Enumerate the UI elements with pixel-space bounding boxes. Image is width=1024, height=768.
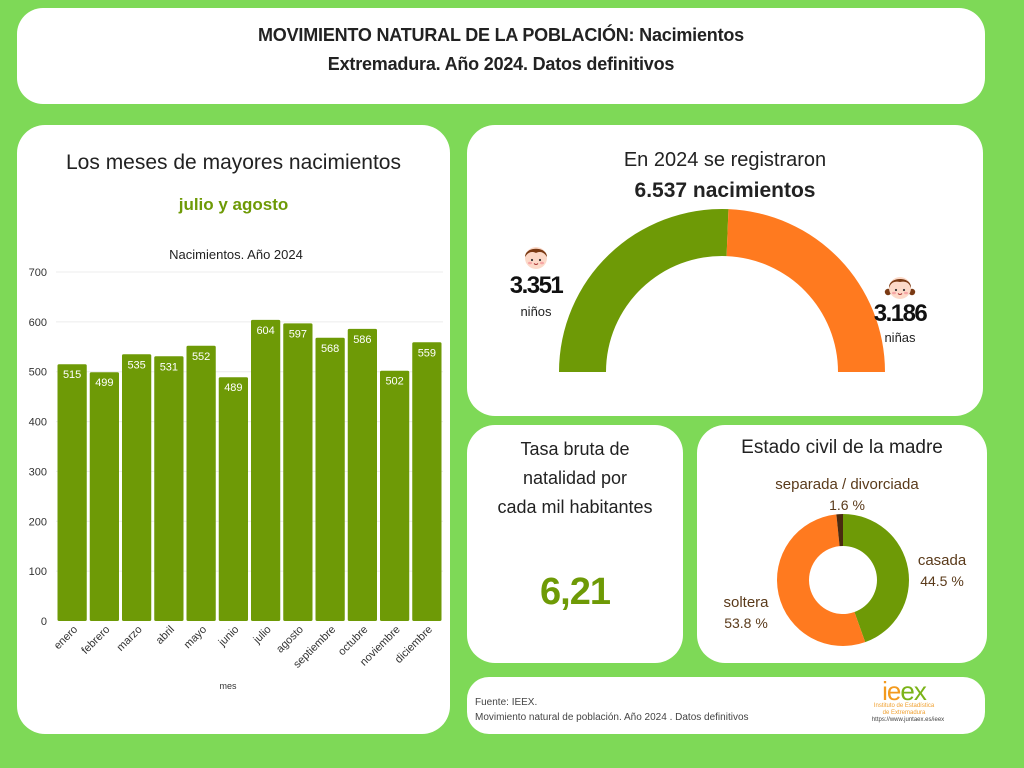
gauge-panel-total: 6.537 nacimientos (634, 179, 816, 202)
boys-label: niños (520, 304, 552, 319)
ieex-url-link[interactable]: https://www.juntaex.es/ieex (871, 717, 945, 723)
girls-count: 3.186 (873, 300, 928, 327)
page-subtitle: Extremadura. Año 2024. Datos definitivos (327, 54, 675, 74)
bar-panel-highlight: julio y agosto (178, 195, 289, 214)
page-title: MOVIMIENTO NATURAL DE LA POBLACIÓN: Naci… (258, 25, 744, 45)
label-soltera-name: soltera (723, 594, 769, 611)
label-soltera: soltera 53.8 % (711, 593, 781, 633)
boy-face-icon (525, 247, 547, 269)
monthly-births-card: Los meses de mayores nacimientos julio y… (17, 125, 450, 734)
label-separada-pct: 1.6 % (829, 497, 865, 513)
ieex-logo[interactable]: ieex Instituto de Estadística de Extrema… (869, 676, 944, 723)
birth-rate-label-line: cada mil habitantes (497, 497, 653, 517)
gauge-panel-intro: En 2024 se registraron (623, 149, 827, 171)
header-card: MOVIMIENTO NATURAL DE LA POBLACIÓN: Naci… (17, 8, 985, 104)
birth-rate-value: 6,21 (540, 571, 611, 613)
label-separada: separada / divorciada 1.6 % (747, 475, 947, 515)
birth-rate-card: Tasa bruta de natalidad por cada mil hab… (467, 425, 683, 663)
label-casada-pct: 44.5 % (920, 573, 964, 589)
ieex-logo-subtitle-1: Instituto de Estadística (873, 703, 935, 709)
label-soltera-pct: 53.8 % (724, 615, 768, 631)
ieex-logo-wordmark: ieex (882, 676, 927, 706)
birth-rate-label-line: natalidad por (522, 468, 628, 488)
footer-description: Movimiento natural de población. Año 202… (475, 712, 749, 723)
girl-face-icon (884, 277, 916, 299)
mother-civil-status-card: Estado civil de la madre separada / divo… (697, 425, 987, 663)
girls-label: niñas (884, 330, 916, 345)
birth-rate-label-line: Tasa bruta de (520, 439, 630, 459)
birth-rate-label: Tasa bruta de natalidad por cada mil hab… (467, 435, 683, 522)
footer-source: Fuente: IEEX. (475, 697, 538, 708)
civil-panel-title: Estado civil de la madre (741, 437, 943, 458)
label-casada-name: casada (917, 552, 967, 569)
footer-card: Fuente: IEEX. Movimiento natural de pobl… (467, 677, 985, 734)
bar-panel-title: Los meses de mayores nacimientos (66, 151, 401, 174)
label-casada: casada 44.5 % (907, 551, 977, 591)
boys-count: 3.351 (509, 272, 564, 299)
ieex-logo-subtitle-2: de Extremadura (882, 710, 926, 716)
label-separada-name: separada / divorciada (775, 476, 919, 493)
